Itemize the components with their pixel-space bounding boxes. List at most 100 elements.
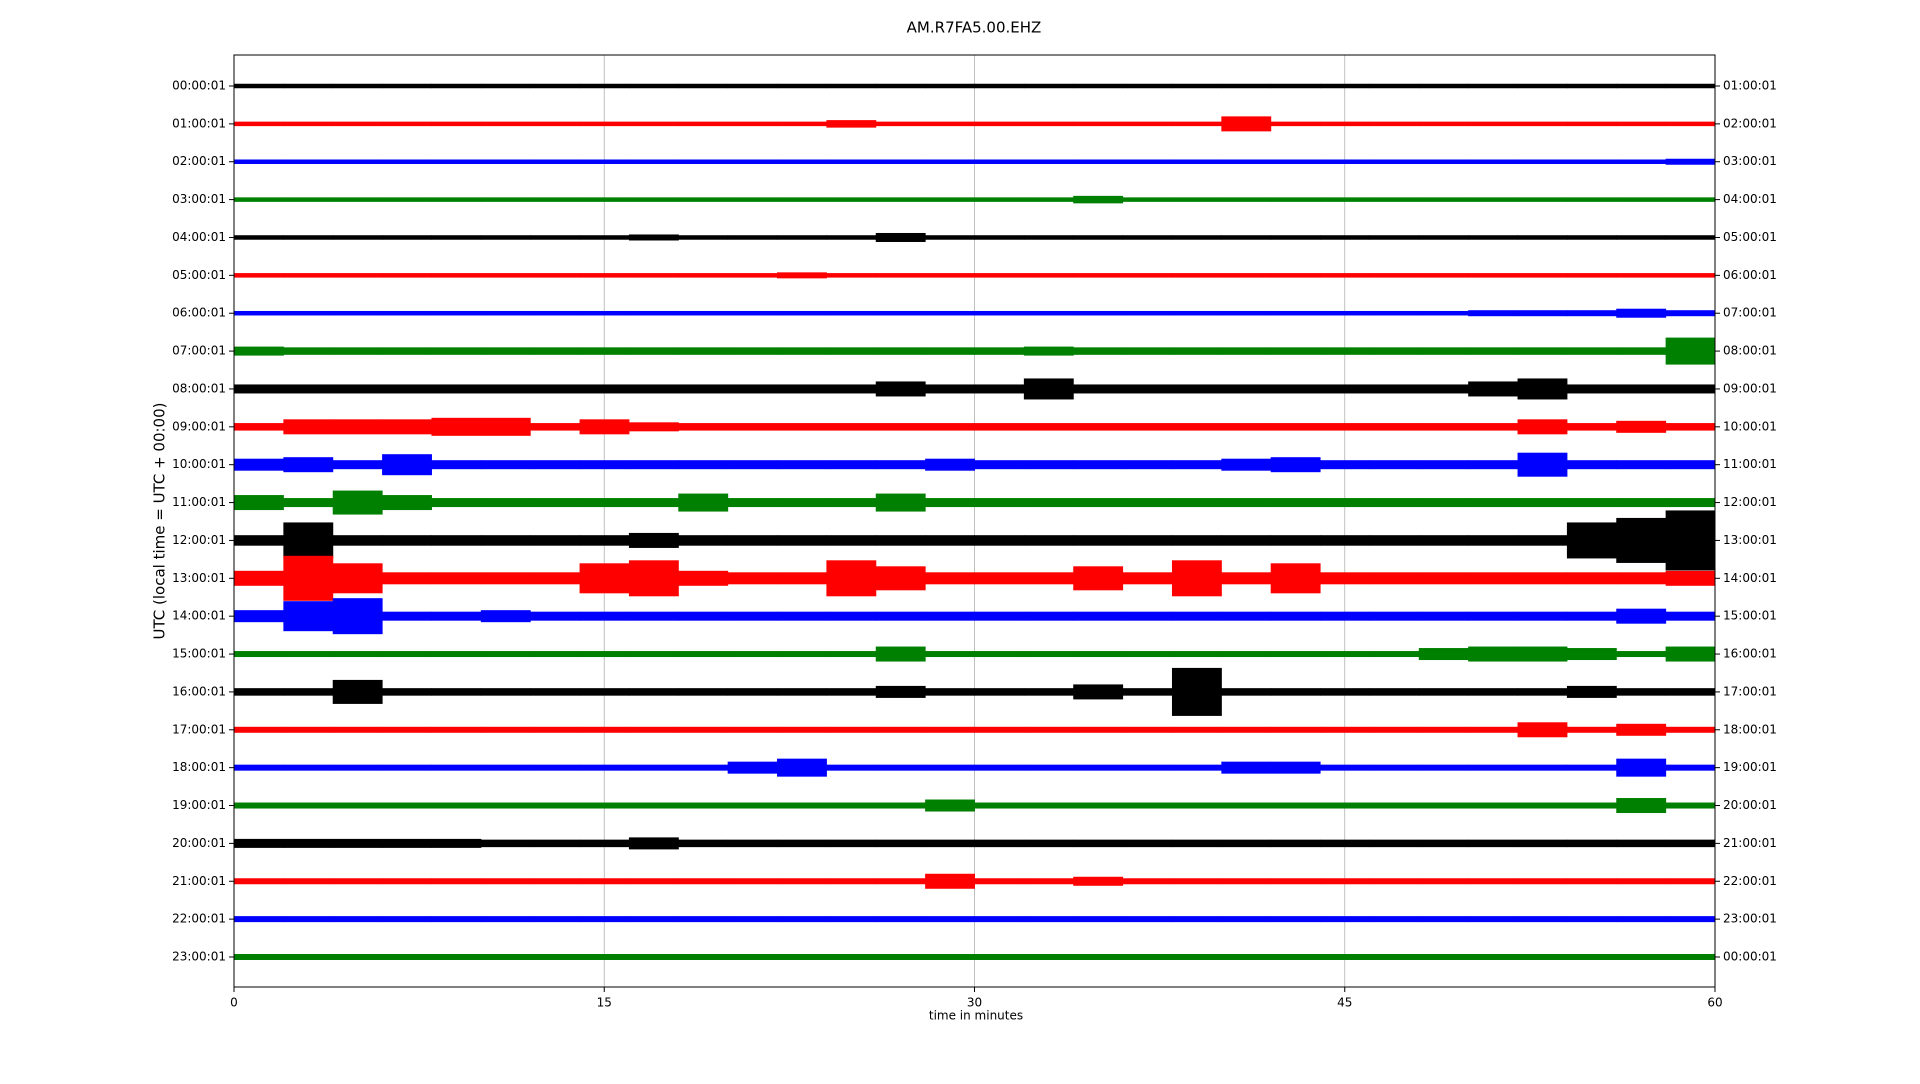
trace-segment: [1221, 688, 1272, 696]
y-tick-label: 04:00:01: [172, 230, 226, 244]
trace-segment: [1270, 802, 1321, 809]
trace-segment: [234, 802, 284, 809]
trace-segment: [1468, 916, 1519, 923]
trace-segment: [1270, 498, 1321, 508]
trace-segment: [431, 235, 482, 240]
trace-segment: [1369, 916, 1420, 923]
trace-segment: [332, 563, 383, 594]
trace-segment: [480, 878, 531, 885]
trace-segment: [1320, 535, 1370, 546]
trace-segment: [1171, 384, 1222, 394]
trace-segment: [579, 235, 630, 240]
trace-segment: [1418, 688, 1469, 696]
trace-segment: [1468, 726, 1519, 733]
trace-segment: [283, 419, 334, 435]
trace-segment: [974, 235, 1025, 240]
trace-segment: [1023, 83, 1074, 89]
trace-segment: [530, 611, 581, 621]
trace-segment: [234, 726, 284, 733]
trace-segment: [1566, 522, 1617, 559]
trace-segment: [875, 381, 926, 397]
trace-segment: [777, 839, 827, 848]
trace-segment: [579, 347, 630, 355]
trace-segment: [1023, 423, 1074, 431]
trace-segment: [777, 197, 827, 202]
trace-segment: [777, 498, 827, 508]
trace-segment: [727, 460, 778, 470]
trace-segment: [431, 764, 482, 771]
trace-segment: [1122, 839, 1173, 848]
trace-segment: [579, 726, 630, 733]
trace-segment: [875, 460, 926, 470]
trace-segment: [1023, 273, 1074, 278]
trace-segment: [1270, 761, 1321, 774]
trace-segment: [925, 347, 975, 355]
y-tick-label: 23:00:01: [172, 950, 226, 964]
trace-segment: [1221, 83, 1272, 89]
trace-segment: [1616, 347, 1667, 355]
trace-segment: [826, 726, 877, 733]
trace-segment: [530, 839, 581, 848]
trace-segment: [382, 83, 432, 89]
trace-segment: [283, 601, 334, 632]
trace-segment: [1468, 235, 1519, 240]
trace-segment: [678, 310, 729, 316]
trace-segment: [727, 954, 778, 960]
trace-segment: [1418, 764, 1469, 771]
y2-tick-label: 21:00:01: [1723, 836, 1777, 850]
trace-segment: [1517, 83, 1568, 89]
trace-segment: [332, 679, 383, 704]
trace-segment: [1369, 688, 1420, 696]
trace-segment: [1566, 498, 1617, 508]
trace-segment: [1665, 510, 1716, 571]
trace-segment: [480, 460, 531, 470]
trace-segment: [1517, 572, 1568, 585]
trace-segment: [826, 611, 877, 621]
y2-tick-label: 11:00:01: [1723, 457, 1777, 471]
trace-segment: [1023, 197, 1074, 202]
trace-segment: [678, 651, 729, 658]
trace-segment: [1270, 159, 1321, 164]
trace-segment: [1418, 954, 1469, 960]
trace-segment: [678, 570, 729, 586]
trace-segment: [925, 651, 975, 658]
trace-segment: [283, 802, 334, 809]
trace-segment: [1517, 878, 1568, 885]
trace-segment: [1616, 651, 1667, 658]
trace-segment: [777, 651, 827, 658]
trace-segment: [1468, 83, 1519, 89]
trace-segment: [1566, 726, 1617, 733]
trace-segment: [431, 572, 482, 585]
y2-tick-label: 14:00:01: [1723, 571, 1777, 585]
trace-segment: [234, 610, 284, 623]
trace-segment: [1171, 460, 1222, 470]
trace-segment: [678, 611, 729, 621]
trace-segment: [1320, 726, 1370, 733]
trace-segment: [234, 310, 284, 316]
trace-segment: [1468, 764, 1519, 771]
trace-segment: [974, 878, 1025, 885]
trace-segment: [974, 764, 1025, 771]
trace-segment: [826, 197, 877, 202]
trace-segment: [530, 802, 581, 809]
trace-segment: [1418, 347, 1469, 355]
trace-segment: [875, 839, 926, 848]
trace-segment: [530, 310, 581, 316]
trace-segment: [1616, 197, 1667, 202]
trace-segment: [530, 498, 581, 508]
trace-segment: [678, 197, 729, 202]
trace-segment: [1616, 159, 1667, 164]
trace-segment: [530, 423, 581, 431]
y-tick-label: 15:00:01: [172, 647, 226, 661]
y-axis-label: UTC (local time = UTC + 00:00): [151, 403, 169, 640]
trace-segment: [974, 688, 1025, 696]
trace-segment: [628, 121, 679, 127]
trace-segment: [431, 954, 482, 960]
trace-segment: [283, 954, 334, 960]
trace-segment: [382, 916, 432, 923]
y-tick-label: 09:00:01: [172, 419, 226, 433]
trace-segment: [579, 802, 630, 809]
y2-tick-label: 00:00:01: [1723, 950, 1777, 964]
trace-segment: [777, 347, 827, 355]
trace-segment: [530, 764, 581, 771]
